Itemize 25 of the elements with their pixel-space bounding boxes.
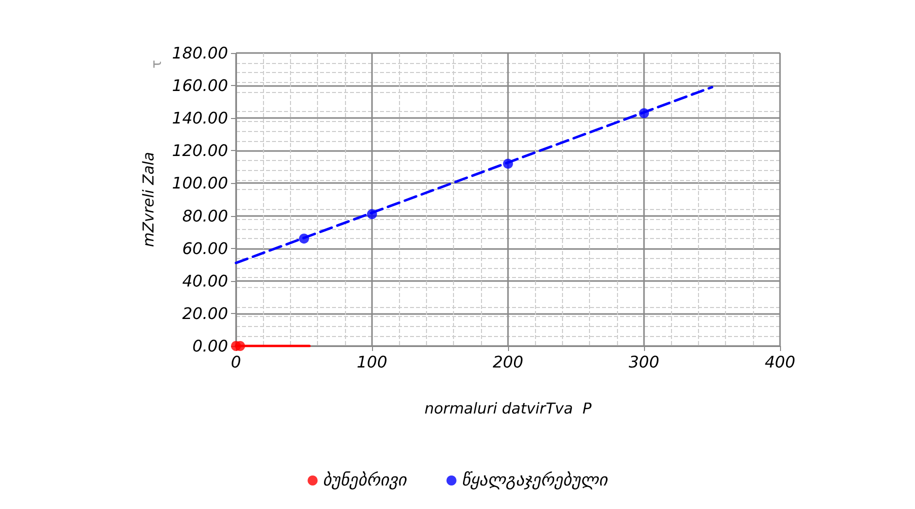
y-tick-label: 120.00 (172, 141, 228, 160)
y-tick-label: 80.00 (182, 206, 228, 226)
x-tick-label: 0 (230, 352, 242, 372)
x-tick-label: 100 (356, 352, 388, 372)
y-tick-label: 60.00 (182, 238, 228, 258)
x-tick-label: 200 (492, 352, 524, 372)
point (367, 209, 377, 220)
y-tick-label: 100.00 (172, 174, 228, 193)
point (503, 158, 513, 169)
y-tick-label: 160.00 (172, 76, 228, 96)
point (235, 341, 246, 351)
text: τ (149, 60, 165, 68)
point (639, 108, 649, 118)
y-tick-label: 20.00 (182, 304, 228, 323)
y-tick-label: 140.00 (172, 108, 228, 128)
legend-label: წყალგაჯერებული (461, 470, 609, 490)
x-axis-title: normaluri datvirTva P (424, 400, 592, 418)
point (299, 234, 309, 244)
y-tick-label: 0.00 (192, 336, 228, 356)
legend-label: ბუნებრივი (322, 470, 408, 490)
x-tick-label: 400 (764, 352, 796, 372)
y-axis-title: mZvreli Zala (140, 152, 158, 248)
y-tick-label: 40.00 (182, 271, 228, 290)
y-tick-label: 180.00 (172, 44, 228, 62)
x-tick-label: 300 (628, 352, 660, 372)
